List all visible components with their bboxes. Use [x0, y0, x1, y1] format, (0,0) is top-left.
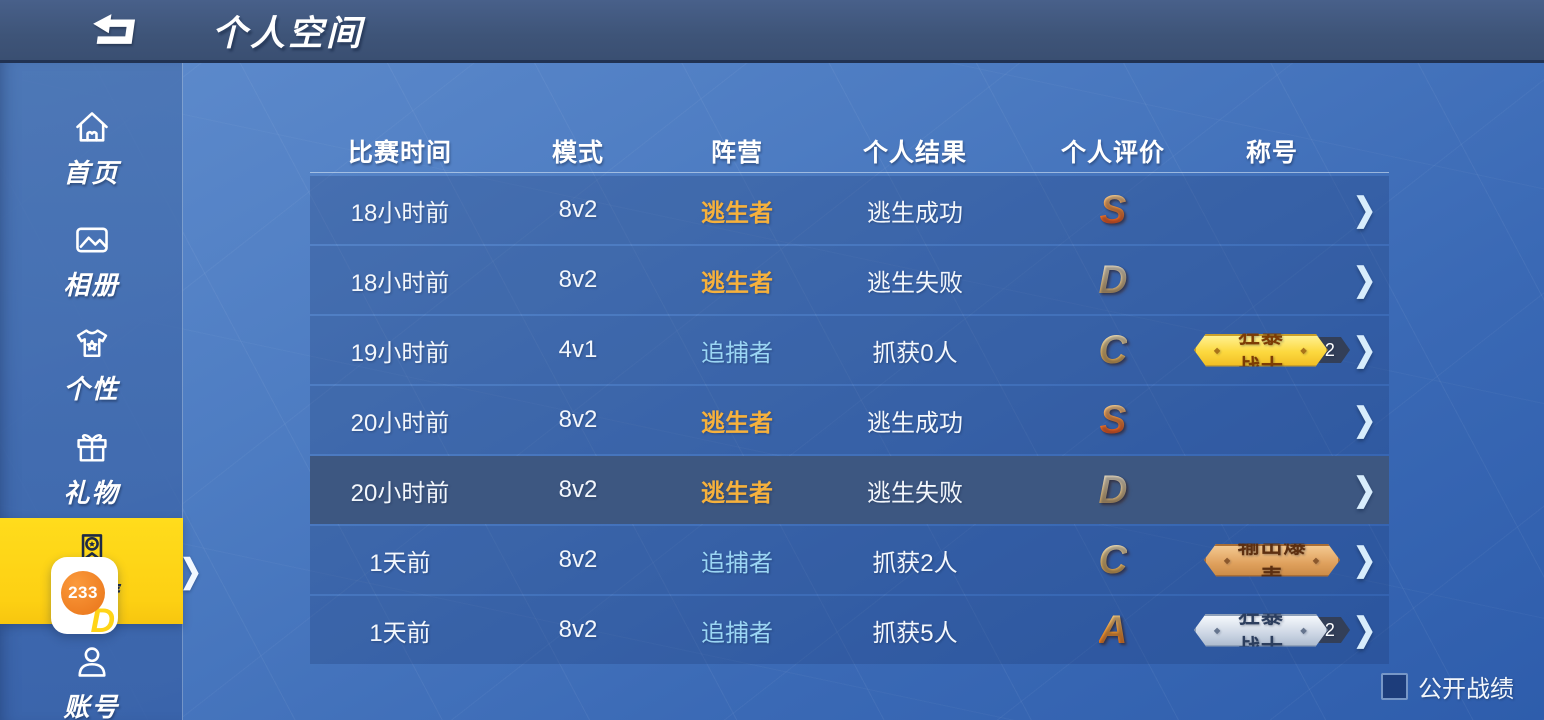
title-badge-wrap: 狂暴战士 2	[1194, 613, 1350, 647]
header-match-time: 比赛时间	[347, 138, 452, 167]
back-arrow-icon	[88, 11, 140, 50]
match-row[interactable]: 1天前 8v2 追捕者 抓获2人 C 输出爆表 ❯	[310, 526, 1389, 594]
content: 首页 相册 个性	[0, 63, 1544, 720]
widget-circle: 233	[61, 571, 105, 615]
sidebar-item-label: 账号	[63, 692, 120, 720]
rating-letter: S	[1099, 398, 1127, 442]
chevron-right-icon: ❯	[180, 552, 202, 590]
header-title: 称号	[1245, 138, 1298, 167]
sidebar-item-account[interactable]: 账号	[0, 643, 183, 720]
title-badge: 狂暴战士	[1194, 333, 1328, 367]
sidebar-item-gift[interactable]: 礼物	[0, 429, 183, 510]
medal-icon	[73, 531, 111, 569]
match-row[interactable]: 20小时前 8v2 逃生者 逃生失败 D ❯	[310, 456, 1389, 524]
match-mode: 4v1	[558, 336, 598, 363]
match-result: 逃生失败	[867, 479, 963, 507]
match-mode: 8v2	[558, 616, 598, 643]
match-result: 抓获5人	[872, 619, 958, 647]
match-faction: 逃生者	[701, 479, 773, 507]
widget-number: 233	[68, 583, 98, 602]
sidebar-item-label: 首页	[63, 158, 120, 188]
match-faction: 追捕者	[701, 619, 773, 647]
gift-icon	[73, 429, 111, 467]
topbar: 个人空间	[0, 0, 1544, 63]
match-time: 19小时前	[350, 339, 450, 367]
match-row[interactable]: 19小时前 4v1 追捕者 抓获0人 C 狂暴战士 2 ❯	[310, 316, 1389, 384]
chevron-right-icon[interactable]: ❯	[1353, 261, 1376, 298]
match-faction: 追捕者	[701, 549, 773, 577]
sidebar-item-label: 个性	[63, 374, 120, 404]
public-records-label: 公开战绩	[1418, 676, 1514, 703]
chevron-right-icon[interactable]: ❯	[1353, 331, 1376, 368]
title-badge: 狂暴战士	[1194, 613, 1328, 647]
match-mode: 8v2	[558, 266, 598, 293]
match-result: 抓获0人	[872, 339, 958, 367]
table-rows: 18小时前 8v2 逃生者 逃生成功 S ❯ 18小时前 8v2 逃生者 逃生失…	[310, 176, 1389, 664]
table-header: 比赛时间 模式 阵营 个人结果 个人评价 称号	[310, 129, 1389, 173]
sidebar-item-album[interactable]: 相册	[0, 221, 183, 302]
sidebar-item-home[interactable]: 首页	[0, 109, 183, 190]
match-faction: 逃生者	[701, 269, 773, 297]
match-row[interactable]: 18小时前 8v2 逃生者 逃生失败 D ❯	[310, 246, 1389, 314]
chevron-right-icon[interactable]: ❯	[1353, 611, 1376, 648]
sidebar-item-label: 礼物	[63, 478, 120, 508]
rating-letter: C	[1098, 328, 1128, 372]
header-mode: 模式	[551, 138, 604, 167]
rating-letter: D	[1098, 258, 1128, 302]
rating-letter: S	[1099, 188, 1127, 232]
header-result: 个人结果	[862, 138, 967, 167]
rating-letter: C	[1098, 538, 1128, 582]
match-row[interactable]: 1天前 8v2 追捕者 抓获5人 A 狂暴战士 2 ❯	[310, 596, 1389, 664]
chevron-right-icon[interactable]: ❯	[1353, 191, 1376, 228]
sidebar-item-personality[interactable]: 个性	[0, 325, 183, 406]
match-mode: 8v2	[558, 476, 598, 503]
match-result: 抓获2人	[872, 549, 958, 577]
match-time: 20小时前	[350, 479, 450, 507]
rating-letter: A	[1098, 608, 1128, 652]
chevron-right-icon[interactable]: ❯	[1353, 541, 1376, 578]
match-time: 20小时前	[350, 409, 450, 437]
match-row[interactable]: 18小时前 8v2 逃生者 逃生成功 S ❯	[310, 176, 1389, 244]
tshirt-icon	[73, 325, 111, 363]
match-faction: 逃生者	[701, 409, 773, 437]
rating-letter: D	[1098, 468, 1128, 512]
match-faction: 逃生者	[701, 199, 773, 227]
match-history-table: 比赛时间 模式 阵营 个人结果 个人评价 称号 18小时前 8v2 逃生者 逃生…	[310, 129, 1389, 666]
main-panel: 比赛时间 模式 阵营 个人结果 个人评价 称号 18小时前 8v2 逃生者 逃生…	[183, 63, 1544, 720]
home-icon	[73, 109, 111, 147]
match-faction: 追捕者	[701, 339, 773, 367]
public-records-toggle[interactable]: 公开战绩	[1381, 669, 1514, 704]
title-badge-wrap: 输出爆表	[1204, 543, 1340, 577]
match-result: 逃生成功	[867, 409, 963, 437]
match-result: 逃生失败	[867, 269, 963, 297]
person-icon	[73, 643, 111, 681]
album-icon	[73, 221, 111, 259]
chevron-right-icon[interactable]: ❯	[1353, 401, 1376, 438]
match-mode: 8v2	[558, 406, 598, 433]
match-mode: 8v2	[558, 546, 598, 573]
header-faction: 阵营	[710, 138, 763, 167]
match-time: 1天前	[369, 619, 431, 647]
match-time: 18小时前	[350, 269, 450, 297]
match-row[interactable]: 20小时前 8v2 逃生者 逃生成功 S ❯	[310, 386, 1389, 454]
title-badge: 输出爆表	[1204, 543, 1340, 577]
floating-233-widget[interactable]: D 233	[51, 557, 118, 638]
match-time: 18小时前	[350, 199, 450, 227]
match-result: 逃生成功	[867, 199, 963, 227]
match-time: 1天前	[369, 549, 431, 577]
header-rating: 个人评价	[1060, 138, 1165, 167]
sidebar: 首页 相册 个性	[0, 63, 202, 720]
chevron-right-icon[interactable]: ❯	[1353, 471, 1376, 508]
match-mode: 8v2	[558, 196, 598, 223]
page-title: 个人空间	[212, 13, 365, 53]
title-badge-wrap: 狂暴战士 2	[1194, 333, 1350, 367]
public-records-checkbox[interactable]	[1381, 673, 1408, 700]
sidebar-item-label: 相册	[63, 270, 120, 300]
back-button[interactable]	[88, 10, 140, 50]
